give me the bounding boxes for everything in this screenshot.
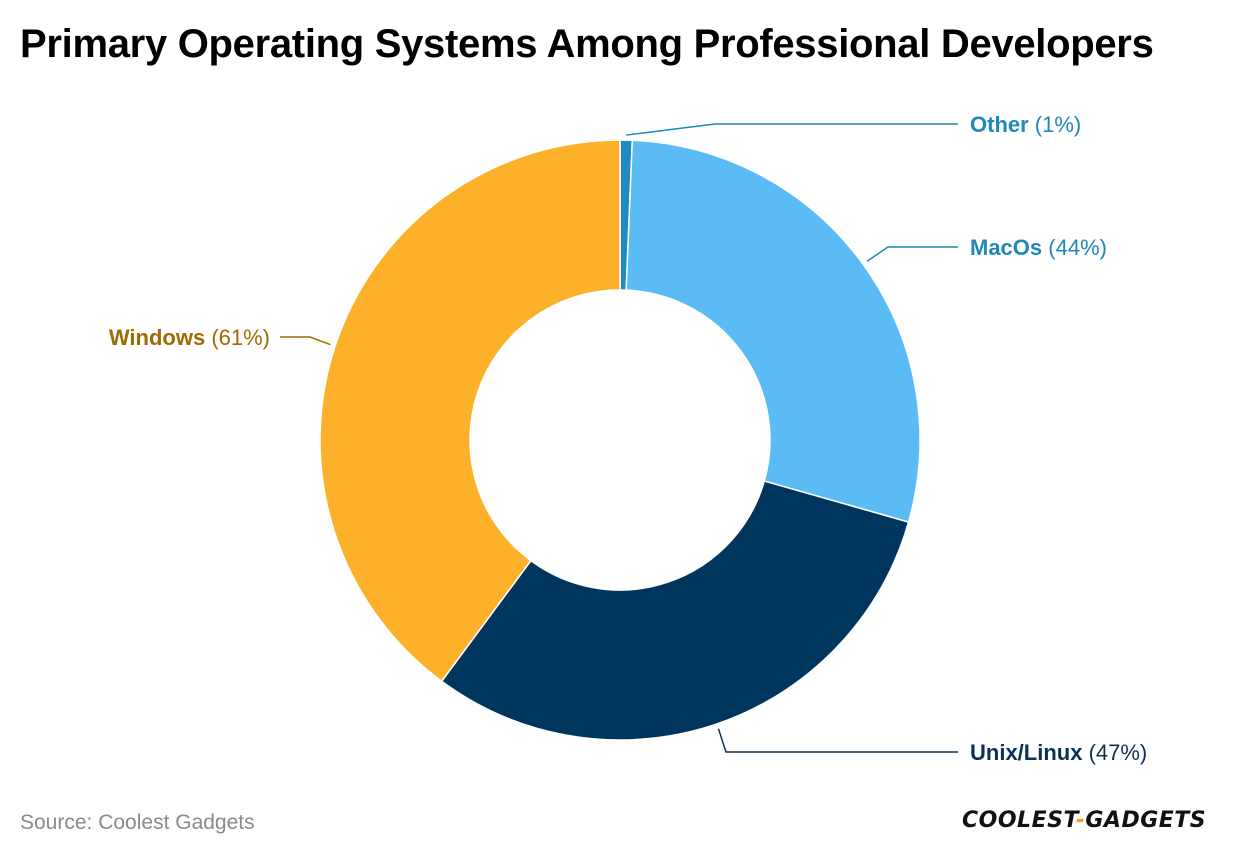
slice-macos (625, 139, 921, 524)
slice-label-other: Other (1%) (970, 112, 1081, 137)
slice-label-value: (44%) (1048, 235, 1107, 260)
donut-slices (319, 139, 921, 741)
label-leader-lines (280, 123, 958, 753)
leader-line-other (626, 123, 958, 136)
slice-label-unix-linux: Unix/Linux (47%) (970, 740, 1147, 765)
slice-label-value: (61%) (211, 325, 270, 350)
slice-label-name: Windows (109, 325, 211, 350)
slice-unix-linux (440, 480, 910, 741)
slice-label-name: Other (970, 112, 1035, 137)
leader-line-unix-linux (717, 728, 958, 753)
leader-line-windows (280, 336, 331, 346)
leader-line-macos (866, 246, 958, 262)
slice-labels: Other (1%) MacOs (44%) Unix/Linux (47%) Win… (109, 112, 1147, 765)
slice-label-name: MacOs (970, 235, 1048, 260)
slice-label-windows: Windows (61%) (109, 325, 270, 350)
slice-windows (319, 139, 621, 683)
slice-label-value: (47%) (1089, 740, 1148, 765)
chart-title: Primary Operating Systems Among Professi… (20, 22, 1154, 66)
brand-logo: COOLEST-GADGETS (962, 808, 1207, 833)
slice-label-name: Unix/Linux (970, 740, 1089, 765)
source-note: Source: Coolest Gadgets (20, 811, 255, 834)
slice-label-macos: MacOs (44%) (970, 235, 1107, 260)
slice-label-value: (1%) (1035, 112, 1081, 137)
